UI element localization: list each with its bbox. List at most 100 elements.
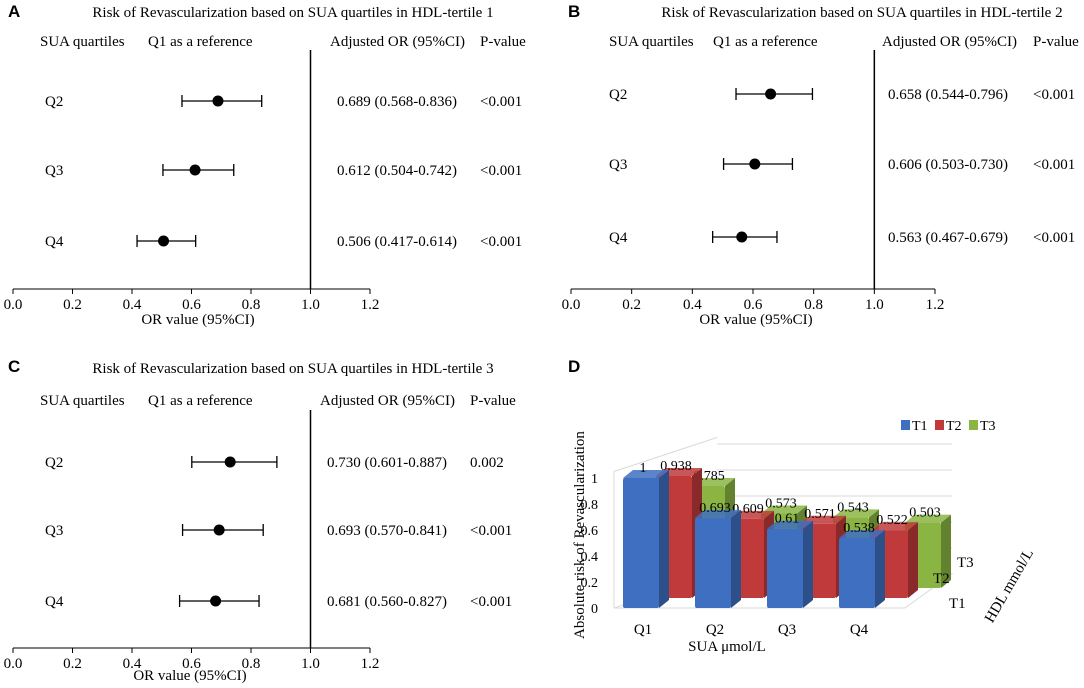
- row-label: Q2: [45, 455, 63, 471]
- bar-t1-q4: [839, 530, 885, 608]
- p-value-text: <0.001: [1033, 87, 1075, 103]
- legend-swatch: [969, 420, 978, 430]
- bar-value-label: 0.503: [909, 506, 941, 521]
- col-header-reference: Q1 as a reference: [148, 34, 253, 50]
- bar-front-face: [695, 517, 731, 608]
- depth-label: T3: [957, 555, 974, 571]
- bar-top-face: [872, 522, 918, 531]
- legend-item-t2: T2: [935, 419, 962, 434]
- x-axis-title: SUA μmol/L: [688, 639, 766, 655]
- legend-item-t3: T3: [969, 419, 996, 434]
- x-category-label: Q3: [778, 622, 796, 638]
- bar-top-face: [767, 520, 813, 529]
- x-tick-label: 0.6: [182, 656, 201, 672]
- bar-value-label: 0.522: [876, 513, 908, 528]
- y-tick-label: 1: [591, 472, 598, 487]
- col-header-sua-quartiles: SUA quartiles: [609, 34, 694, 50]
- bar-top-face: [839, 530, 885, 539]
- bar-side-face: [731, 509, 741, 608]
- x-tick-label: 1.0: [301, 656, 320, 672]
- row-label: Q3: [45, 523, 63, 539]
- col-header-adjusted-or: Adjusted OR (95%CI): [330, 34, 465, 50]
- x-tick-label: 0.6: [182, 297, 201, 313]
- bar-top-face: [695, 509, 741, 518]
- legend-swatch: [901, 420, 910, 430]
- bar-side-face: [908, 522, 918, 598]
- p-value-text: <0.001: [470, 523, 512, 539]
- x-category-label: Q1: [634, 622, 652, 638]
- legend-item-t1: T1: [901, 419, 928, 434]
- bar-top-face: [833, 509, 879, 518]
- row-label: Q4: [45, 234, 64, 250]
- bar-front-face: [623, 478, 659, 608]
- row-label: Q3: [45, 163, 63, 179]
- bar-top-face: [623, 470, 669, 478]
- p-value-text: <0.001: [480, 234, 522, 250]
- x-category-label: Q2: [706, 622, 724, 638]
- panel-letter: D: [568, 357, 580, 376]
- bar-t1-q1: [623, 470, 669, 608]
- x-tick-label: 0.0: [562, 297, 581, 313]
- p-value-text: <0.001: [1033, 157, 1075, 173]
- forest-panel-a: A Risk of Revascularization based on SUA …: [4, 2, 527, 328]
- x-tick-label: 0.0: [4, 297, 23, 313]
- or-point: [212, 95, 224, 107]
- bar-top-face: [905, 514, 951, 523]
- row-label: Q2: [609, 87, 627, 103]
- bar-t1-q2: [695, 509, 741, 608]
- legend-label: T3: [980, 419, 996, 434]
- col-header-adjusted-or: Adjusted OR (95%CI): [882, 34, 1017, 50]
- x-tick-label: 1.2: [361, 656, 380, 672]
- bar-value-label: 0.693: [699, 501, 731, 516]
- col-header-reference: Q1 as a reference: [148, 393, 253, 409]
- bar-front-face: [839, 538, 875, 608]
- legend-swatch: [935, 420, 944, 430]
- panel-letter: B: [568, 2, 580, 21]
- y-tick-label: 0.8: [581, 498, 599, 513]
- p-value-text: <0.001: [1033, 230, 1075, 246]
- or-point: [210, 595, 222, 607]
- x-tick-label: 0.2: [622, 297, 641, 313]
- x-tick-label: 1.2: [361, 297, 380, 313]
- or-ci-text: 0.693 (0.570-0.841): [327, 523, 447, 539]
- x-axis-title: OR value (95%CI): [133, 668, 246, 684]
- forest-panel-b: B Risk of Revascularization based on SUA …: [562, 2, 1080, 328]
- side-wall-edge: [613, 437, 718, 472]
- col-header-p-value: P-value: [480, 34, 526, 50]
- bar-value-label: 1: [640, 461, 647, 476]
- or-ci-text: 0.563 (0.467-0.679): [888, 230, 1008, 246]
- or-point: [765, 88, 777, 100]
- bar-value-label: 0.571: [804, 507, 836, 522]
- or-point: [158, 235, 170, 247]
- bar-t1-q3: [767, 520, 813, 608]
- or-point: [224, 456, 236, 468]
- legend-label: T2: [946, 419, 962, 434]
- p-value-text: <0.001: [480, 94, 522, 110]
- x-tick-label: 1.0: [301, 297, 320, 313]
- or-point: [213, 524, 225, 536]
- legend-label: T1: [912, 419, 928, 434]
- depth-label: T2: [933, 571, 950, 587]
- x-tick-label: 0.8: [242, 297, 261, 313]
- x-tick-label: 0.6: [744, 297, 763, 313]
- row-label: Q3: [609, 157, 627, 173]
- or-ci-text: 0.681 (0.560-0.827): [327, 594, 447, 610]
- p-value-text: <0.001: [480, 163, 522, 179]
- x-tick-label: 0.4: [123, 297, 142, 313]
- panel-title: Risk of Revascularization based on SUA q…: [92, 5, 493, 21]
- or-ci-text: 0.658 (0.544-0.796): [888, 87, 1008, 103]
- x-tick-label: 0.0: [4, 656, 23, 672]
- y-tick-label: 0.6: [581, 524, 599, 539]
- x-tick-label: 1.0: [865, 297, 884, 313]
- or-point: [736, 231, 748, 243]
- col-header-adjusted-or: Adjusted OR (95%CI): [320, 393, 455, 409]
- p-value-text: 0.002: [470, 455, 504, 471]
- panel-letter: A: [8, 2, 20, 21]
- y-tick-label: 0.2: [581, 576, 599, 591]
- bar-front-face: [767, 528, 803, 608]
- panel-letter: C: [8, 357, 20, 376]
- x-axis-title: OR value (95%CI): [141, 312, 254, 328]
- row-label: Q4: [609, 230, 628, 246]
